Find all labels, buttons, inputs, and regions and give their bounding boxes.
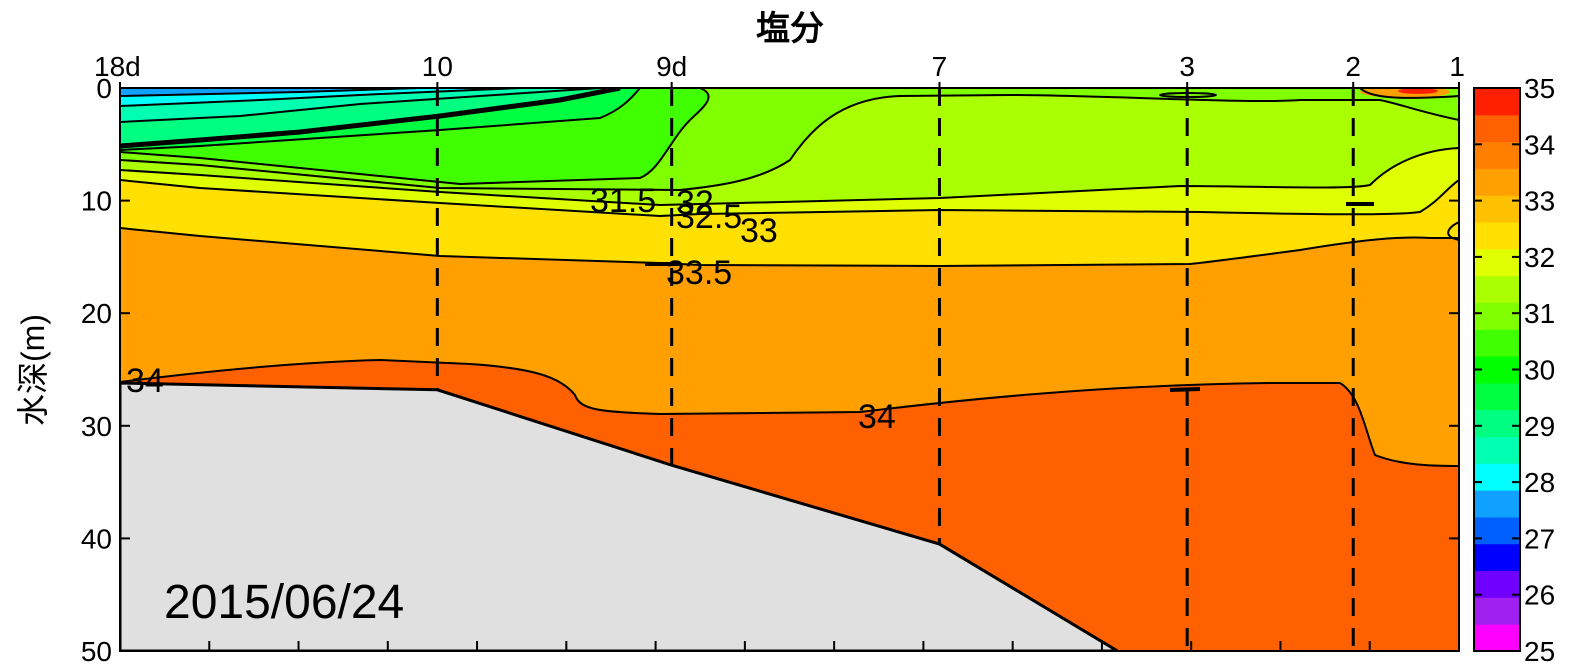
colorbar-segment <box>1474 222 1520 250</box>
station-labels: 18d 10 9d 7 3 2 1 <box>94 51 1465 88</box>
station-label-7: 7 <box>932 51 948 82</box>
contour-line-31_5 <box>120 88 710 186</box>
contour-label-32_5: 32.5 <box>676 198 742 236</box>
x-axis-ticks <box>119 641 1460 651</box>
colorbar: 25 26 27 28 29 30 31 32 33 34 35 <box>1473 73 1555 667</box>
contour-label-34: 34 <box>858 398 896 436</box>
colorbar-segment <box>1474 114 1520 143</box>
contour-line-34-a <box>120 358 1340 416</box>
colorbar-segment <box>1474 409 1520 438</box>
colorbar-segment <box>1474 302 1520 330</box>
colorbar-segment <box>1474 490 1520 518</box>
contour-line-33 <box>120 179 1459 218</box>
contour-edge-right <box>1447 221 1459 241</box>
plot-frame <box>119 87 1460 652</box>
contour-label-32: 32 <box>676 184 714 222</box>
colorbar-tick-label: 27 <box>1524 523 1555 554</box>
colorbar-tick-label: 35 <box>1524 73 1555 104</box>
station-label-2: 2 <box>1345 51 1361 82</box>
colorbar-tick-label: 32 <box>1524 242 1555 273</box>
station-label-18d: 18d <box>94 51 141 82</box>
colorbar-segment <box>1474 248 1520 277</box>
y-axis-label: 水深(m) <box>15 314 51 426</box>
contour-line-near-station2 <box>1359 88 1459 99</box>
colorbar-tick-label: 25 <box>1524 636 1555 667</box>
colorbar-segment <box>1474 463 1520 491</box>
colorbar-tick-label: 29 <box>1524 411 1555 442</box>
station-label-3: 3 <box>1179 51 1195 82</box>
contour-label-34-clipped: 34 <box>126 362 164 400</box>
contour-labels: 31.5 32 32.5 33 33.5 34 34 <box>126 182 896 436</box>
colorbar-segment <box>1474 624 1520 652</box>
contour-plot-area <box>120 88 1459 651</box>
colorbar-segment <box>1474 275 1520 303</box>
colorbar-tick-label: 30 <box>1524 355 1555 386</box>
station-label-10: 10 <box>422 51 453 82</box>
contour-line-29_5 <box>120 88 521 107</box>
station-label-9d: 9d <box>656 51 687 82</box>
station-lines <box>435 88 1355 651</box>
y-tick-label: 30 <box>81 411 112 442</box>
colorbar-segment <box>1474 195 1520 223</box>
y-axis: 0 10 20 30 40 50 <box>81 73 1459 667</box>
colorbar-segment <box>1474 168 1520 196</box>
contour-line-29 <box>120 88 421 97</box>
colorbar-segment <box>1474 570 1520 598</box>
colorbar-tick-label: 28 <box>1524 467 1555 498</box>
contour-line-30 <box>120 88 601 123</box>
y-tick-label: 10 <box>81 186 112 217</box>
contour-line-32_5 <box>120 147 1459 207</box>
y-tick-label: 40 <box>81 523 112 554</box>
colorbar-tick-label: 33 <box>1524 186 1555 217</box>
y-tick-label: 50 <box>81 636 112 667</box>
colorbar-segment <box>1474 436 1520 464</box>
colorbar-tick-label: 34 <box>1524 129 1555 160</box>
date-label: 2015/06/24 <box>164 576 404 629</box>
station-label-1: 1 <box>1449 51 1465 82</box>
chart-title: 塩分 <box>756 10 824 48</box>
surface-patch-station2-core <box>1398 88 1438 94</box>
colorbar-tick-label: 26 <box>1524 580 1555 611</box>
colorbar-segment <box>1474 516 1520 545</box>
contour-line-32 <box>120 93 1459 192</box>
colorbar-segment <box>1474 329 1520 357</box>
colorbar-segment <box>1474 597 1520 625</box>
contour-line-30_5 <box>120 88 621 149</box>
contour-label-33: 33 <box>740 212 778 250</box>
colorbar-segment <box>1474 543 1520 572</box>
y-tick-label: 0 <box>96 73 112 104</box>
contour-line-33_5 <box>120 227 1459 268</box>
contour-loop-station3-deep <box>1169 387 1201 392</box>
contour-lines <box>120 88 1459 467</box>
y-tick-label: 20 <box>81 298 112 329</box>
colorbar-segment <box>1474 88 1520 116</box>
contour-line-31 <box>120 88 641 151</box>
colorbar-segment <box>1474 141 1520 169</box>
colorbar-tick-label: 31 <box>1524 298 1555 329</box>
colorbar-segment <box>1474 382 1520 411</box>
contour-label-33_5: 33.5 <box>666 254 732 292</box>
contour-label-31_5: 31.5 <box>590 182 656 220</box>
